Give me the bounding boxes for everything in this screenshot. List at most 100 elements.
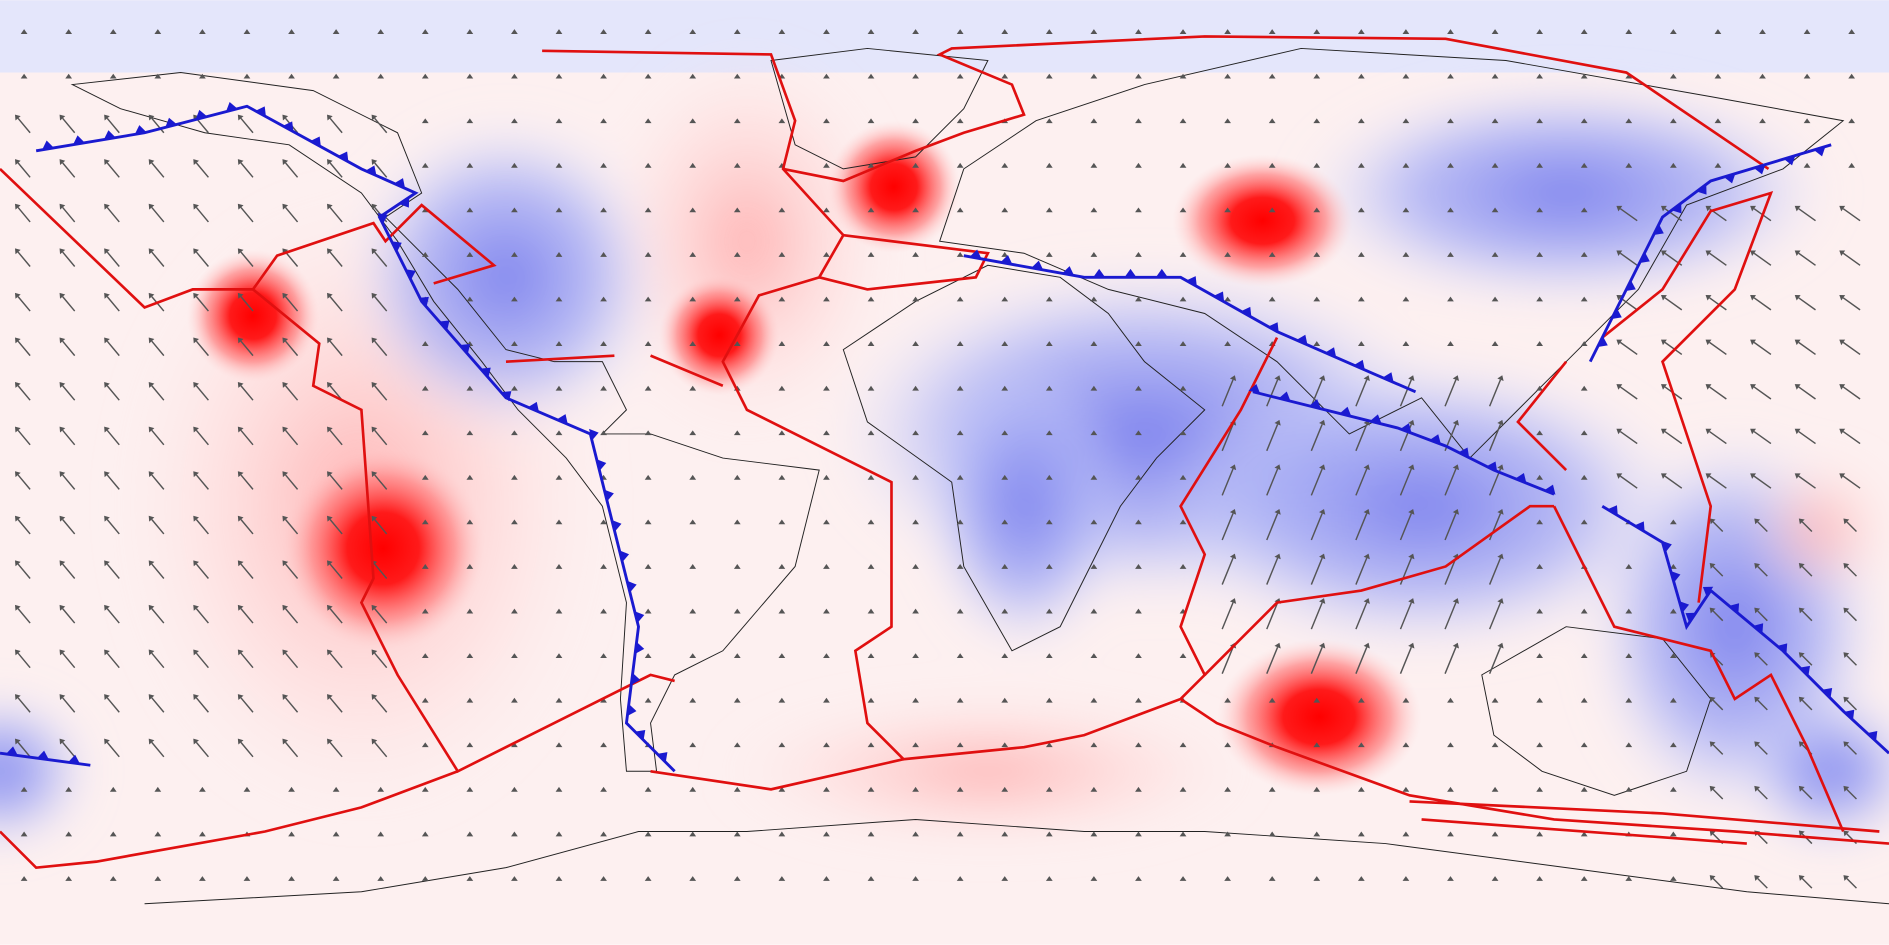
arrow-head bbox=[511, 118, 518, 124]
arrow-head bbox=[644, 786, 652, 792]
velocity-arrow bbox=[1488, 602, 1502, 630]
arrow-head bbox=[1135, 430, 1142, 436]
velocity-arrow bbox=[374, 741, 388, 758]
arrow-head bbox=[1045, 786, 1053, 792]
arrow-head bbox=[1452, 598, 1460, 604]
arrow-head bbox=[1669, 162, 1677, 168]
arrow-head bbox=[555, 252, 563, 257]
arrow-head bbox=[371, 738, 378, 745]
arrow-head bbox=[421, 831, 429, 837]
velocity-arrow bbox=[1310, 646, 1323, 674]
subduction-tooth bbox=[527, 401, 539, 412]
arrow-head bbox=[148, 560, 155, 567]
velocity-arrow bbox=[106, 117, 120, 134]
arrow-head bbox=[1179, 207, 1187, 213]
velocity-arrow bbox=[151, 117, 165, 134]
arrow-head bbox=[1357, 876, 1365, 881]
subduction-tooth bbox=[1653, 224, 1664, 235]
arrow-head bbox=[1625, 742, 1633, 748]
arrow-head bbox=[1090, 73, 1098, 79]
velocity-arrow bbox=[1266, 468, 1279, 496]
velocity-arrow bbox=[62, 741, 76, 758]
velocity-arrow bbox=[374, 652, 388, 669]
arrow-head bbox=[867, 831, 875, 837]
velocity-arrow bbox=[1842, 341, 1861, 356]
kuril-trench bbox=[1588, 143, 1832, 363]
velocity-arrow bbox=[1757, 521, 1768, 533]
velocity-arrow bbox=[62, 519, 76, 535]
arrow-head bbox=[1714, 29, 1722, 34]
arrow-head bbox=[65, 831, 73, 837]
velocity-arrow bbox=[1709, 475, 1727, 489]
arrow-head bbox=[1408, 419, 1415, 426]
arrow-head bbox=[421, 519, 429, 525]
arrow-head bbox=[466, 608, 474, 614]
arrow-head bbox=[1798, 518, 1805, 525]
arrow-head bbox=[1536, 341, 1544, 347]
arrow-head bbox=[1319, 642, 1326, 649]
arrow-head bbox=[466, 564, 474, 569]
arrow-head bbox=[1179, 341, 1187, 347]
arrow-head bbox=[555, 831, 563, 837]
velocity-arrow bbox=[1399, 468, 1412, 496]
arrow-head bbox=[466, 29, 474, 34]
arrow-head bbox=[600, 697, 607, 703]
velocity-arrow bbox=[62, 385, 76, 401]
southern-halo bbox=[722, 698, 1253, 844]
arrow-head bbox=[14, 604, 21, 611]
arrow-head bbox=[1224, 29, 1231, 34]
arrow-head bbox=[327, 649, 333, 656]
arrow-head bbox=[1750, 250, 1757, 256]
arrow-head bbox=[1447, 252, 1454, 257]
arrow-head bbox=[689, 697, 697, 703]
arrow-head bbox=[377, 876, 385, 881]
arrow-head bbox=[912, 831, 919, 837]
arrow-head bbox=[1536, 207, 1544, 213]
arrow-head bbox=[1319, 598, 1326, 604]
arrow-head bbox=[1224, 697, 1231, 703]
arrow-head bbox=[644, 653, 652, 659]
arrow-head bbox=[1843, 607, 1850, 614]
velocity-arrow bbox=[1846, 877, 1857, 889]
coastlines bbox=[70, 47, 1889, 905]
arrow-head bbox=[778, 252, 786, 257]
arrow-head bbox=[193, 560, 199, 567]
arrow-head bbox=[421, 73, 429, 79]
eurasia-coast bbox=[939, 47, 1845, 459]
arrow-head bbox=[20, 73, 28, 79]
subduction-tooth bbox=[1353, 359, 1365, 370]
arrow-head bbox=[243, 29, 251, 34]
velocity-arrow bbox=[195, 296, 209, 312]
arrow-head bbox=[823, 29, 830, 34]
arrow-head bbox=[1661, 205, 1667, 212]
philippine-boundary bbox=[1516, 190, 1774, 603]
arrow-head bbox=[1224, 742, 1231, 748]
arrow-head bbox=[1709, 785, 1716, 792]
arrow-head bbox=[555, 474, 563, 480]
arrow-head bbox=[371, 694, 378, 700]
arrow-head bbox=[823, 653, 830, 659]
arrow-head bbox=[1090, 564, 1098, 569]
arrow-head bbox=[1224, 252, 1231, 257]
velocity-arrow bbox=[195, 429, 209, 446]
velocity-arrow bbox=[1712, 565, 1724, 577]
subduction-tooth bbox=[1268, 322, 1279, 333]
velocity-arrow bbox=[1712, 521, 1724, 533]
arrow-head bbox=[644, 564, 652, 569]
velocity-arrow bbox=[1846, 655, 1857, 666]
arrow-head bbox=[778, 519, 786, 525]
arrow-head bbox=[912, 876, 919, 881]
velocity-arrow bbox=[106, 697, 120, 713]
arrow-head bbox=[466, 118, 474, 124]
arrow-head bbox=[1580, 162, 1588, 168]
subduction-tooth bbox=[1031, 260, 1044, 270]
arrow-head bbox=[1408, 598, 1415, 604]
velocity-arrow bbox=[329, 697, 343, 713]
arrow-head bbox=[59, 515, 66, 522]
arrow-head bbox=[1580, 697, 1588, 703]
velocity-arrow bbox=[106, 652, 120, 669]
arrow-head bbox=[511, 564, 518, 569]
arrow-head bbox=[1669, 831, 1677, 837]
siberia-low bbox=[1301, 84, 1832, 302]
arrow-head bbox=[511, 474, 518, 480]
